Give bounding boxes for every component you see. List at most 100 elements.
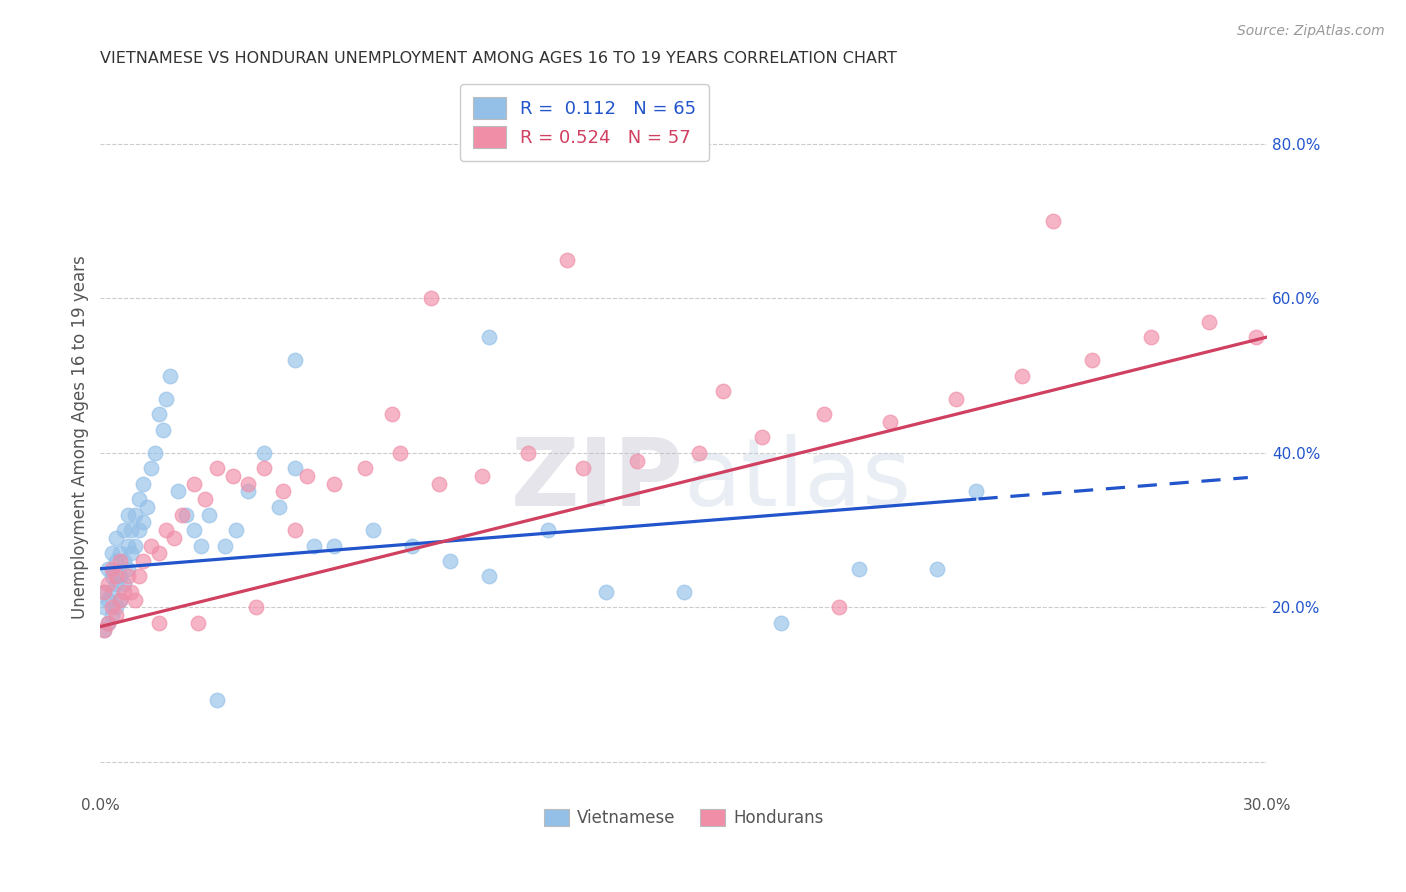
Point (205, 461, 228, 475)
Point (965, 484, 987, 499)
Point (132, 554, 155, 568)
Point (295, 469, 318, 483)
Point (1081, 353, 1104, 368)
Point (626, 453, 648, 467)
Point (97, 615, 120, 630)
Point (112, 585, 135, 599)
Point (284, 461, 307, 475)
Point (112, 554, 135, 568)
Point (143, 446, 166, 460)
Point (183, 476, 205, 491)
Point (93, 585, 115, 599)
Point (108, 546, 131, 560)
Point (108, 592, 131, 607)
Point (361, 523, 384, 537)
Text: Source: ZipAtlas.com: Source: ZipAtlas.com (1237, 24, 1385, 38)
Point (101, 600, 124, 615)
Point (93, 600, 115, 615)
Point (97, 615, 120, 630)
Point (225, 523, 247, 537)
Text: atlas: atlas (683, 434, 912, 526)
Point (139, 539, 162, 553)
Point (190, 539, 212, 553)
Point (104, 554, 127, 568)
Point (221, 469, 243, 483)
Point (253, 461, 276, 475)
Point (537, 523, 560, 537)
Point (121, 585, 143, 599)
Point (93, 624, 115, 638)
Point (97, 592, 120, 607)
Point (198, 508, 221, 522)
Point (112, 523, 135, 537)
Point (595, 585, 617, 599)
Point (925, 562, 948, 576)
Point (322, 539, 344, 553)
Point (101, 546, 124, 560)
Point (148, 615, 170, 630)
Point (828, 600, 851, 615)
Point (174, 508, 197, 522)
Point (1042, 214, 1064, 228)
Point (93, 624, 115, 638)
Point (97, 577, 120, 591)
Point (517, 446, 540, 460)
Point (183, 523, 205, 537)
Point (711, 384, 734, 398)
Point (128, 492, 150, 507)
Point (167, 484, 190, 499)
Point (93, 585, 115, 599)
Point (284, 523, 307, 537)
Point (1198, 314, 1220, 328)
Point (420, 291, 443, 305)
Point (132, 516, 155, 530)
Point (214, 539, 236, 553)
Point (132, 476, 155, 491)
Point (155, 523, 177, 537)
Point (271, 484, 294, 499)
Point (205, 693, 228, 707)
Point (471, 469, 494, 483)
Point (163, 531, 186, 545)
Point (238, 484, 260, 499)
Point (152, 423, 174, 437)
Point (478, 330, 501, 344)
Point (427, 476, 450, 491)
Point (170, 508, 193, 522)
Point (555, 252, 578, 267)
Point (354, 461, 377, 475)
Point (187, 615, 209, 630)
Point (108, 592, 131, 607)
Point (112, 577, 135, 591)
Point (104, 600, 127, 615)
Point (1244, 330, 1267, 344)
Point (571, 461, 593, 475)
Point (124, 508, 146, 522)
Point (117, 508, 139, 522)
Legend: Vietnamese, Hondurans: Vietnamese, Hondurans (537, 803, 831, 834)
Point (128, 569, 150, 583)
Point (117, 562, 139, 576)
Text: VIETNAMESE VS HONDURAN UNEMPLOYMENT AMONG AGES 16 TO 19 YEARS CORRELATION CHART: VIETNAMESE VS HONDURAN UNEMPLOYMENT AMON… (100, 51, 897, 66)
Point (401, 539, 423, 553)
Point (148, 407, 170, 421)
Point (322, 476, 344, 491)
Point (104, 569, 127, 583)
Point (97, 562, 120, 576)
Point (101, 569, 124, 583)
Point (101, 607, 124, 622)
Point (245, 600, 267, 615)
Point (155, 392, 177, 406)
Point (108, 569, 131, 583)
Text: ZIP: ZIP (510, 434, 683, 526)
Point (813, 407, 835, 421)
Point (121, 546, 143, 560)
Point (253, 446, 276, 460)
Point (751, 430, 773, 444)
Point (848, 562, 870, 576)
Point (139, 461, 162, 475)
Point (284, 353, 307, 368)
Point (388, 446, 411, 460)
Point (104, 531, 127, 545)
Point (1011, 368, 1033, 383)
